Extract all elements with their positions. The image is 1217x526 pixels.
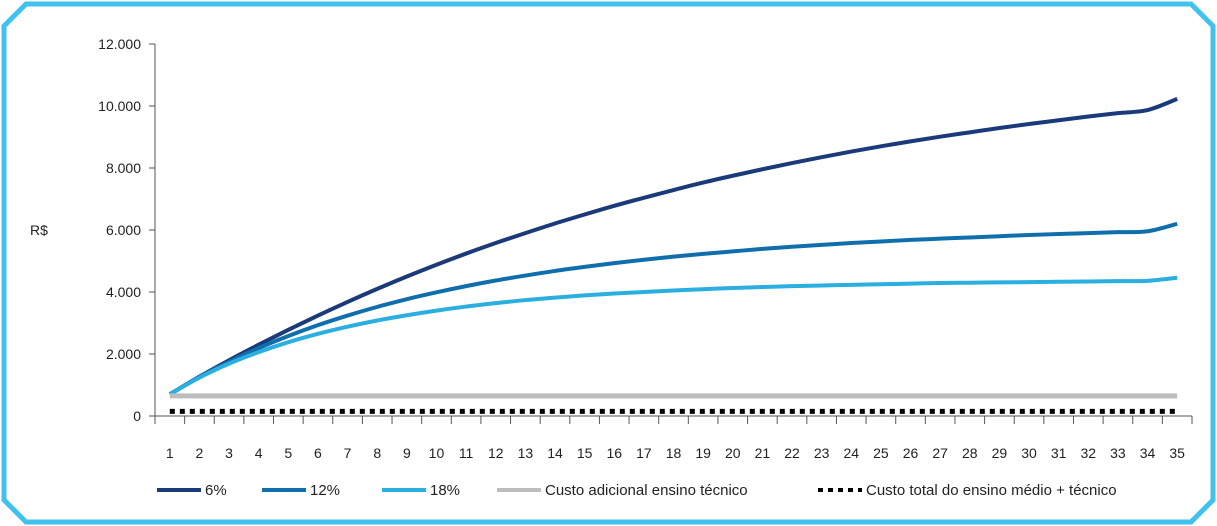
- x-tick-label: 26: [903, 445, 919, 461]
- x-tick-label: 25: [873, 445, 889, 461]
- x-tick-label: 11: [459, 445, 474, 461]
- legend-item-6: 6%: [157, 478, 227, 502]
- x-tick-label: 31: [1051, 445, 1067, 461]
- legend-item-18: 18%: [382, 478, 460, 502]
- x-tick-label: 16: [606, 445, 622, 461]
- x-tick-label: 20: [725, 445, 741, 461]
- series-line-2: [168, 221, 1178, 397]
- y-tick-label: 6.000: [106, 222, 141, 238]
- x-tick-label: 7: [344, 445, 352, 461]
- x-tick-label: 32: [1081, 445, 1097, 461]
- x-tick-label: 28: [962, 445, 978, 461]
- x-tick-label: 21: [755, 445, 771, 461]
- x-tick-label: 30: [1021, 445, 1037, 461]
- y-tick-label: 2.000: [106, 346, 141, 362]
- x-tick-label: 29: [992, 445, 1008, 461]
- legend-item-12: 12%: [262, 478, 340, 502]
- x-tick-label: 5: [284, 445, 292, 461]
- series-line-1: [168, 96, 1178, 397]
- legend-swatch-18: [382, 488, 426, 492]
- x-tick-label: 1: [166, 445, 174, 461]
- legend: 6% 12% 18% Custo adicional ensino técnic…: [0, 478, 1217, 502]
- x-tick-label: 2: [196, 445, 204, 461]
- legend-label-6: 6%: [205, 481, 227, 499]
- legend-swatch-12: [262, 488, 306, 492]
- legend-label-custo-adicional: Custo adicional ensino técnico: [545, 481, 748, 499]
- legend-swatch-custo-total: [818, 488, 862, 492]
- x-tick-label: 34: [1140, 445, 1156, 461]
- legend-label-12: 12%: [310, 481, 341, 499]
- x-tick-label: 24: [843, 445, 859, 461]
- x-tick-label: 3: [225, 445, 233, 461]
- x-tick-label: 10: [429, 445, 445, 461]
- legend-label-custo-total: Custo total do ensino médio + técnico: [866, 481, 1117, 499]
- x-tick-label: 22: [784, 445, 800, 461]
- legend-label-18: 18%: [430, 481, 461, 499]
- y-tick-label: 12.000: [98, 36, 141, 52]
- x-tick-label: 14: [547, 445, 563, 461]
- y-tick-label: 4.000: [106, 284, 141, 300]
- series-group: [168, 96, 1178, 414]
- x-tick-label: 33: [1110, 445, 1126, 461]
- x-tick-label: 12: [488, 445, 504, 461]
- legend-item-custo-adicional: Custo adicional ensino técnico: [497, 478, 748, 502]
- x-tick-label: 19: [695, 445, 711, 461]
- x-tick-label: 35: [1169, 445, 1185, 461]
- x-tick-label: 6: [314, 445, 322, 461]
- x-tick-label: 15: [577, 445, 593, 461]
- x-tick-label: 23: [814, 445, 830, 461]
- x-tick-label: 13: [518, 445, 534, 461]
- legend-item-custo-total: Custo total do ensino médio + técnico: [818, 478, 1117, 502]
- x-tick-label: 17: [636, 445, 652, 461]
- x-tick-label: 4: [255, 445, 263, 461]
- y-tick-label: 0: [133, 408, 141, 424]
- x-tick-label: 8: [373, 445, 381, 461]
- legend-swatch-custo-adicional: [497, 488, 541, 492]
- y-tick-label: 8.000: [106, 160, 141, 176]
- legend-swatch-6: [157, 488, 201, 492]
- y-tick-label: 10.000: [98, 98, 141, 114]
- x-tick-label: 27: [932, 445, 948, 461]
- y-axis-label: R$: [30, 222, 48, 238]
- series-line-3: [168, 275, 1178, 397]
- x-tick-label: 18: [666, 445, 682, 461]
- x-tick-label: 9: [403, 445, 411, 461]
